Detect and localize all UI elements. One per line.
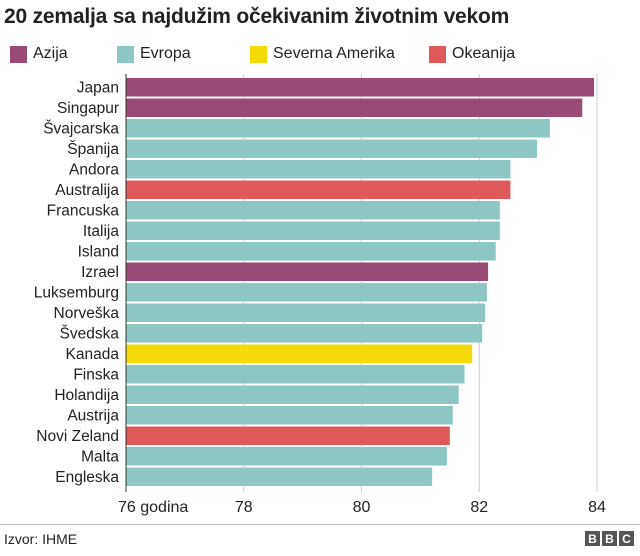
category-label: Australija bbox=[55, 182, 119, 199]
bar bbox=[126, 344, 473, 363]
category-label: Island bbox=[78, 243, 119, 260]
bar bbox=[126, 139, 537, 158]
bar bbox=[126, 262, 489, 281]
bar bbox=[126, 201, 500, 220]
bar bbox=[126, 365, 465, 384]
category-label: Finska bbox=[73, 366, 119, 383]
legend-label-europe: Evropa bbox=[140, 45, 191, 62]
category-label: Španija bbox=[67, 141, 119, 158]
chart-title: 20 zemalja sa najdužim očekivanim životn… bbox=[4, 5, 510, 28]
category-label: Izrael bbox=[81, 264, 119, 281]
legend-swatch-europe bbox=[117, 45, 134, 63]
bar bbox=[126, 324, 483, 343]
bbc-logo-letter: B bbox=[602, 531, 617, 546]
bar bbox=[126, 283, 487, 302]
legend-item-europe: Evropa bbox=[117, 44, 191, 64]
bbc-logo-letter: C bbox=[619, 531, 634, 546]
bar bbox=[126, 406, 453, 425]
category-label: Novi Zeland bbox=[36, 428, 119, 445]
x-tick-label: 76 godina bbox=[118, 499, 188, 516]
legend-label-north-america: Severna Amerika bbox=[273, 45, 395, 62]
bar bbox=[126, 78, 595, 97]
category-label: Holandija bbox=[54, 387, 119, 404]
legend-swatch-asia bbox=[10, 45, 27, 63]
x-tick-label: 82 bbox=[470, 499, 488, 516]
bar bbox=[126, 180, 511, 199]
bar bbox=[126, 221, 500, 240]
bar bbox=[126, 119, 550, 138]
bar bbox=[126, 426, 450, 445]
category-label: Japan bbox=[77, 79, 119, 96]
legend-swatch-oceania bbox=[429, 45, 446, 63]
category-label: Engleska bbox=[55, 469, 119, 486]
category-label: Norveška bbox=[54, 305, 120, 322]
bar bbox=[126, 447, 447, 466]
category-label: Švajcarska bbox=[43, 120, 119, 137]
x-tick-label: 84 bbox=[588, 499, 606, 516]
source-note: Izvor: IHME bbox=[4, 531, 78, 547]
category-label: Malta bbox=[81, 448, 119, 465]
category-label: Luksemburg bbox=[34, 284, 119, 301]
legend-label-asia: Azija bbox=[33, 45, 68, 62]
category-label: Austrija bbox=[67, 407, 119, 424]
category-label: Andora bbox=[69, 161, 119, 178]
x-tick-label: 78 bbox=[235, 499, 253, 516]
bbc-logo: B B C bbox=[585, 531, 634, 546]
category-label: Švedska bbox=[60, 325, 120, 342]
legend-item-north-america: Severna Amerika bbox=[250, 44, 395, 64]
legend-item-oceania: Okeanija bbox=[429, 44, 515, 64]
bar bbox=[126, 303, 486, 322]
bar bbox=[126, 98, 583, 117]
bar bbox=[126, 467, 433, 486]
legend-swatch-north-america bbox=[250, 45, 267, 63]
bar-chart: Japan Singapur Švajcarska Španija Andora Aust… bbox=[34, 74, 606, 516]
bar bbox=[126, 160, 511, 179]
bar bbox=[126, 385, 459, 404]
x-tick-label: 80 bbox=[353, 499, 371, 516]
footer-divider bbox=[0, 524, 640, 525]
legend-label-oceania: Okeanija bbox=[452, 45, 516, 62]
bar bbox=[126, 242, 496, 261]
category-label: Italija bbox=[83, 223, 120, 240]
legend: Azija Evropa Severna Amerika Okeanija bbox=[0, 44, 640, 64]
category-label: Singapur bbox=[57, 100, 119, 117]
bbc-logo-letter: B bbox=[585, 531, 600, 546]
category-label: Kanada bbox=[66, 346, 120, 363]
category-label: Francuska bbox=[47, 202, 120, 219]
legend-item-asia: Azija bbox=[10, 44, 68, 64]
